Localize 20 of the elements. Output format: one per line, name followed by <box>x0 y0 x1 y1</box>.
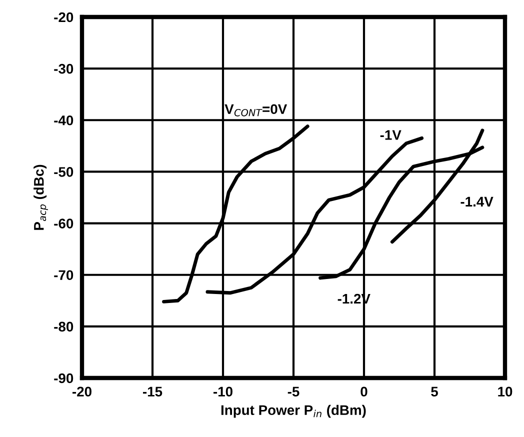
x-axis-title: Input Power P$_{in}$ (dBm) <box>221 404 366 418</box>
y-tick-label: -20 <box>54 12 74 22</box>
x-tick-label: -5 <box>288 386 300 397</box>
x-tick-label: -15 <box>143 386 162 397</box>
x-tick-label: -10 <box>214 386 232 397</box>
y-tick-label: -40 <box>54 115 74 126</box>
y-tick-label: -30 <box>54 64 74 74</box>
x-tick-label: -20 <box>72 386 92 397</box>
y-tick-label: -80 <box>54 322 74 332</box>
y-tick-label: -90 <box>54 373 74 384</box>
y-axis-title: P$_{acp}$ (dBc) <box>34 164 48 230</box>
y-tick-label: -70 <box>54 270 74 280</box>
y-tick-label: -50 <box>54 167 74 177</box>
x-tick-label: 0 <box>360 386 368 397</box>
x-tick-label: 10 <box>498 386 512 397</box>
series-label: V$_{CONT}$=0V <box>224 104 288 116</box>
x-tick-label: 5 <box>431 386 438 397</box>
series-label: -1V <box>380 130 402 140</box>
y-tick-label: -60 <box>54 218 74 228</box>
series-label: -1.4V <box>460 196 494 206</box>
